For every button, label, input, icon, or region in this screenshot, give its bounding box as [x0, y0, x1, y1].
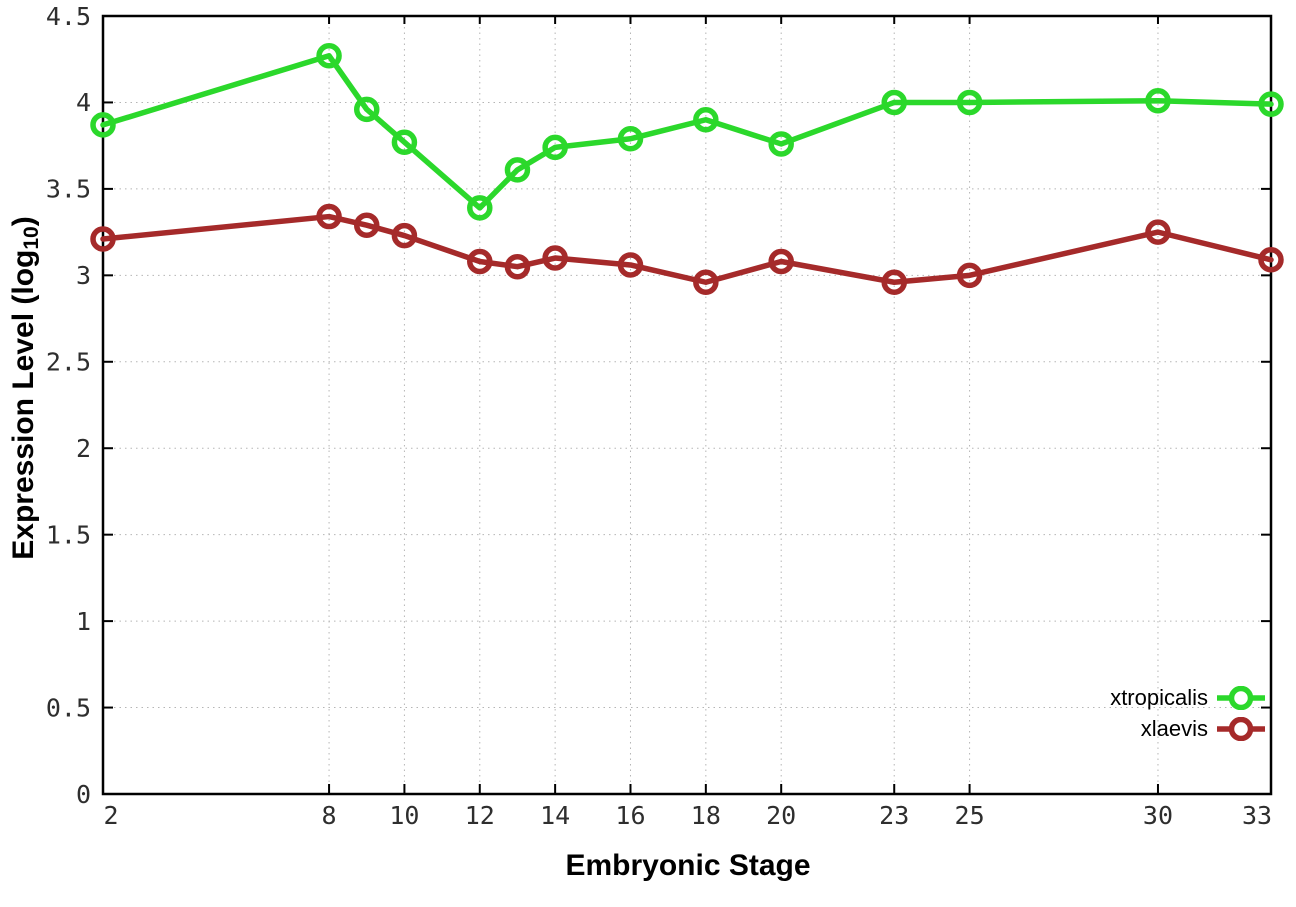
data-point-xlaevis-18 — [693, 269, 719, 295]
legend-marker-xtropicalis — [1217, 686, 1265, 710]
legend: xtropicalis xlaevis — [1110, 685, 1266, 741]
data-point-xtropicalis-33 — [1258, 91, 1284, 117]
y-tick-label: 0.5 — [46, 693, 91, 722]
y-axis-title: Expression Level (log10) — [7, 216, 44, 560]
x-tick-label: 14 — [540, 801, 570, 830]
x-tick-label: 16 — [615, 801, 645, 830]
data-point-xtropicalis-23 — [881, 89, 907, 116]
y-tick-label: 0 — [76, 780, 91, 809]
series-line-xtropicalis — [100, 53, 1274, 211]
y-axis-title-text: Expression Level (log — [7, 249, 40, 560]
data-point-xtropicalis-12 — [467, 195, 493, 221]
x-axis-title: Embryonic Stage — [565, 849, 811, 882]
legend-label: xtropicalis — [1110, 685, 1208, 710]
y-axis-title-suffix: ) — [7, 216, 40, 227]
data-point-xtropicalis-14 — [542, 134, 568, 161]
data-point-xlaevis-14 — [542, 245, 568, 271]
data-point-xlaevis-12 — [467, 248, 493, 275]
data-point-xlaevis-16 — [617, 252, 644, 278]
x-tick-label: 18 — [691, 801, 721, 830]
series-line-xlaevis — [100, 213, 1274, 285]
y-tick-label: 3 — [76, 261, 91, 290]
legend-label: xlaevis — [1140, 716, 1208, 741]
data-point-xlaevis-10 — [391, 222, 418, 249]
x-tick-label: 12 — [465, 801, 495, 830]
y-tick-label: 3.5 — [46, 175, 91, 204]
x-tick-label: 8 — [322, 801, 337, 830]
data-point-xlaevis-33 — [1258, 247, 1284, 273]
y-tick-label: 1 — [76, 607, 91, 636]
x-tick-label: 20 — [766, 801, 796, 830]
data-point-xlaevis-8 — [316, 203, 342, 230]
legend-item-xtropicalis: xtropicalis — [1110, 685, 1266, 710]
x-tick-label: 2 — [103, 801, 118, 830]
plot-border — [101, 14, 1273, 796]
y-tick-label: 2 — [76, 434, 91, 463]
y-tick-label: 4.5 — [46, 2, 91, 31]
data-point-xtropicalis-25 — [956, 89, 983, 116]
data-point-xtropicalis-30 — [1145, 87, 1171, 114]
x-tick-label: 33 — [1242, 801, 1272, 830]
x-tick-label: 10 — [389, 801, 419, 830]
data-point-xlaevis-9 — [353, 212, 380, 238]
y-tick-label: 1.5 — [46, 520, 91, 549]
data-point-xlaevis-13 — [504, 253, 531, 280]
y-axis-title-subscript: 10 — [20, 226, 44, 250]
data-point-xlaevis-25 — [956, 262, 983, 289]
x-tick-label: 25 — [955, 801, 985, 830]
data-point-xtropicalis-2 — [90, 112, 116, 138]
x-tick-label: 23 — [879, 801, 909, 830]
legend-marker-xlaevis — [1217, 717, 1265, 741]
x-tick-label: 30 — [1143, 801, 1173, 830]
data-point-xtropicalis-13 — [504, 157, 531, 183]
data-point-xtropicalis-9 — [353, 96, 380, 123]
y-tick-label: 2.5 — [46, 348, 91, 377]
data-point-xtropicalis-8 — [316, 43, 342, 69]
data-point-xtropicalis-10 — [391, 129, 418, 155]
y-tick-label: 4 — [76, 88, 91, 117]
data-point-xlaevis-20 — [768, 248, 794, 275]
legend-item-xlaevis: xlaevis — [1110, 716, 1266, 741]
data-point-xtropicalis-16 — [617, 126, 644, 152]
data-point-xtropicalis-18 — [693, 106, 719, 133]
data-point-xtropicalis-20 — [768, 131, 794, 157]
data-point-xlaevis-2 — [90, 226, 116, 252]
data-point-xlaevis-30 — [1145, 219, 1171, 245]
data-point-xlaevis-23 — [881, 269, 907, 295]
